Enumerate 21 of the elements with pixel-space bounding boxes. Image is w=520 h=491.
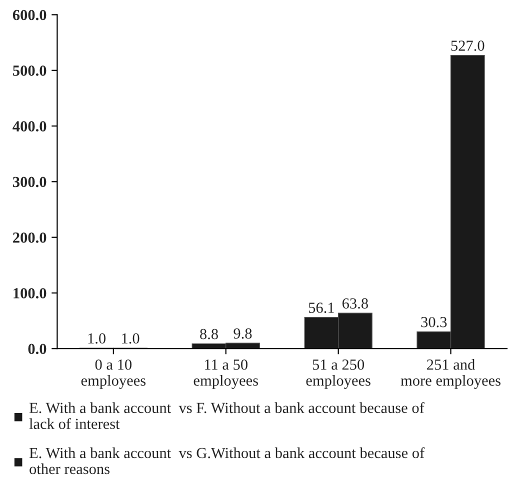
y-tick-label: 500.0	[13, 66, 46, 76]
legend-label: E. With a bank account vs F. Without a bank account because of lack of interest	[29, 402, 424, 430]
y-tick-label: 200.0	[13, 232, 46, 243]
data-label: 56.1	[308, 302, 334, 313]
data-label: 1.0	[88, 333, 106, 344]
data-label: 30.3	[421, 316, 447, 328]
data-label: 63.8	[342, 298, 368, 309]
data-label: 527.0	[451, 40, 484, 51]
y-tick-label: 100.0	[14, 288, 46, 298]
y-tick-label: 400.0	[12, 121, 46, 132]
x-tick-label: 51 a 250 employees	[306, 359, 370, 389]
data-label: 9.8	[234, 328, 252, 339]
y-tick-label: 300.0	[12, 176, 46, 188]
x-tick-label: 0 a 10 employees	[81, 359, 146, 389]
data-label: 1.0	[122, 333, 140, 344]
x-tick-label: 11 a 50 employees	[194, 359, 258, 389]
data-label: 8.8	[200, 328, 218, 340]
y-tick-label: 600.0	[12, 10, 46, 20]
legend-label: E. With a bank account vs G.Without a bank account because of other reasons	[29, 447, 425, 474]
y-tick-label: 0.0	[28, 344, 46, 354]
x-tick-label: 251 and more employees	[400, 359, 500, 389]
